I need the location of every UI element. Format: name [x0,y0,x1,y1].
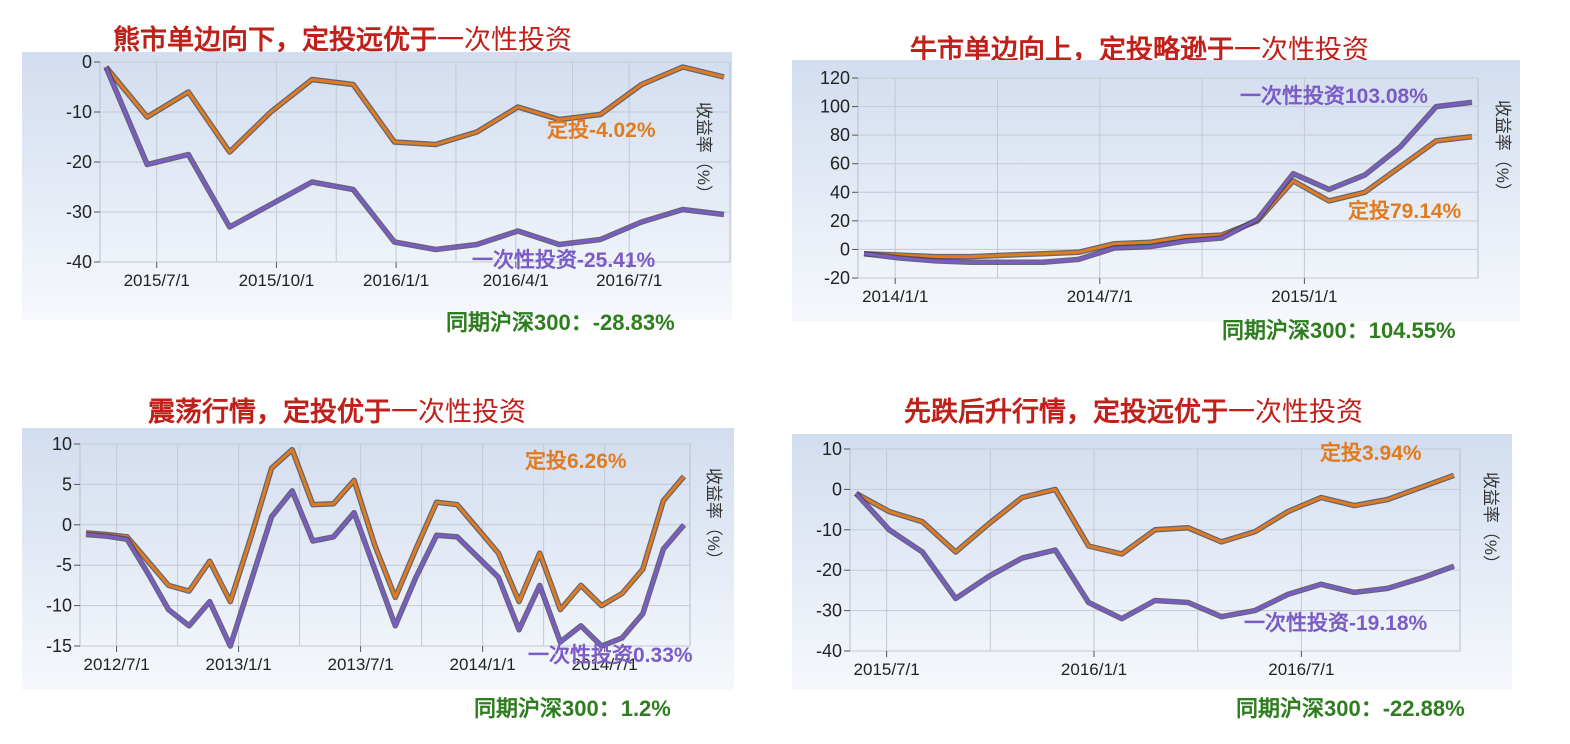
x-tick-label: 2014/7/1 [572,655,638,674]
chart-title-bold: 震荡行情，定投优于 [148,397,391,427]
chart-bear-market: 0 -10 -20 -30 -40 2015/7/1 2015/10/1 2016/1/1 20… [22,52,732,320]
y-tick-label: -5 [56,555,72,575]
x-tick-label: 2016/7/1 [1268,660,1334,679]
chart-background [792,434,1512,690]
x-tick-label: 2016/1/1 [1061,660,1127,679]
y-tick-label: -40 [66,252,92,272]
y-tick-label: -10 [816,520,842,540]
x-tick-label: 2014/7/1 [1067,287,1133,306]
benchmark-label: 同期沪深300：-28.83% [446,310,675,335]
series-line-dca [85,448,686,612]
series-line-dca [855,473,1455,556]
x-tick-label: 2015/7/1 [854,660,920,679]
y-tick-label: 40 [830,182,850,202]
chart-dip-recover-market: 10 0 -10 -20 -30 -40 2015/7/1 2016/1/1 2016/7/1 定… [792,434,1512,690]
y-tick-label: -15 [46,636,72,656]
chart-title: 熊市单边向下，定投远优于一次性投资 [113,18,572,57]
y-tick-label: 10 [52,434,72,454]
data-label-lump-sum: 一次性投资0.33% [528,643,693,667]
chart-title-light: 一次性投资 [1228,397,1363,427]
data-label-lump-sum: 一次性投资-25.41% [472,248,656,272]
series-line-lump-sum [863,100,1473,264]
y-axis-label: 收益率（%） [1493,100,1512,200]
series-line-dca [863,135,1473,259]
y-tick-label: -20 [816,560,842,580]
y-tick-label: 80 [830,125,850,145]
chart-title-bold: 先跌后升行情，定投远优于 [904,397,1228,427]
y-tick-label: 120 [820,68,850,88]
data-label-dca: 定投-4.02% [547,118,656,142]
x-tick-label: 2015/10/1 [239,271,315,290]
y-tick-label: 10 [822,439,842,459]
x-tick-label: 2013/7/1 [328,655,394,674]
x-tick-label: 2013/1/1 [206,655,272,674]
chart-title-bold: 熊市单边向下，定投远优于 [113,25,437,55]
x-tick-label: 2015/7/1 [124,271,190,290]
chart-title: 先跌后升行情，定投远优于一次性投资 [904,390,1363,429]
series-line-lump-sum [854,492,1455,621]
chart-background [22,52,732,320]
chart-bull-market: 120 100 80 60 40 20 0 -20 2014/1/1 2014/7/1 2015/1… [792,60,1520,322]
x-tick-label: 2016/7/1 [596,271,662,290]
y-tick-label: 0 [840,239,850,259]
benchmark-label: 同期沪深300：1.2% [474,696,671,721]
series-line-lump-sum [85,489,686,648]
y-tick-label: 20 [830,211,850,231]
x-tick-label: 2012/7/1 [84,655,150,674]
y-tick-label: -20 [66,152,92,172]
x-tick-label: 2014/1/1 [862,287,928,306]
x-tick-label: 2016/4/1 [483,271,549,290]
y-tick-label: 60 [830,154,850,174]
y-axis-label: 收益率（%） [1481,472,1500,572]
chart-title-light: 一次性投资 [437,25,572,55]
data-label-dca: 定投6.26% [525,449,627,473]
benchmark-label: 同期沪深300：104.55% [1222,318,1456,343]
series-line-lump-sum [104,66,725,251]
y-axis-label: 收益率（%） [704,468,723,568]
chart-title-light: 一次性投资 [391,397,526,427]
data-label-dca: 定投3.94% [1320,441,1422,465]
y-tick-label: -40 [816,641,842,661]
chart-oscillating-market: 10 5 0 -5 -10 -15 2012/7/1 2013/1/1 2013/7/1 2014… [22,428,734,690]
y-tick-label: 0 [832,479,842,499]
y-axis-label: 收益率（%） [694,102,713,202]
y-tick-label: 100 [820,97,850,117]
y-tick-label: -30 [66,202,92,222]
x-tick-label: 2015/1/1 [1271,287,1337,306]
y-tick-label: 0 [82,52,92,72]
y-tick-label: -20 [824,268,850,288]
y-tick-label: -10 [46,596,72,616]
series-line-dca [104,65,725,154]
data-label-lump-sum: 一次性投资103.08% [1240,84,1428,108]
x-tick-label: 2014/1/1 [450,655,516,674]
benchmark-label: 同期沪深300：-22.88% [1236,696,1465,721]
y-tick-label: -10 [66,102,92,122]
chart-title: 震荡行情，定投优于一次性投资 [148,390,526,429]
data-label-lump-sum: 一次性投资-19.18% [1244,611,1428,635]
x-tick-label: 2016/1/1 [363,271,429,290]
y-tick-label: 5 [62,474,72,494]
data-label-dca: 定投79.14% [1348,199,1462,223]
y-tick-label: 0 [62,515,72,535]
y-tick-label: -30 [816,601,842,621]
